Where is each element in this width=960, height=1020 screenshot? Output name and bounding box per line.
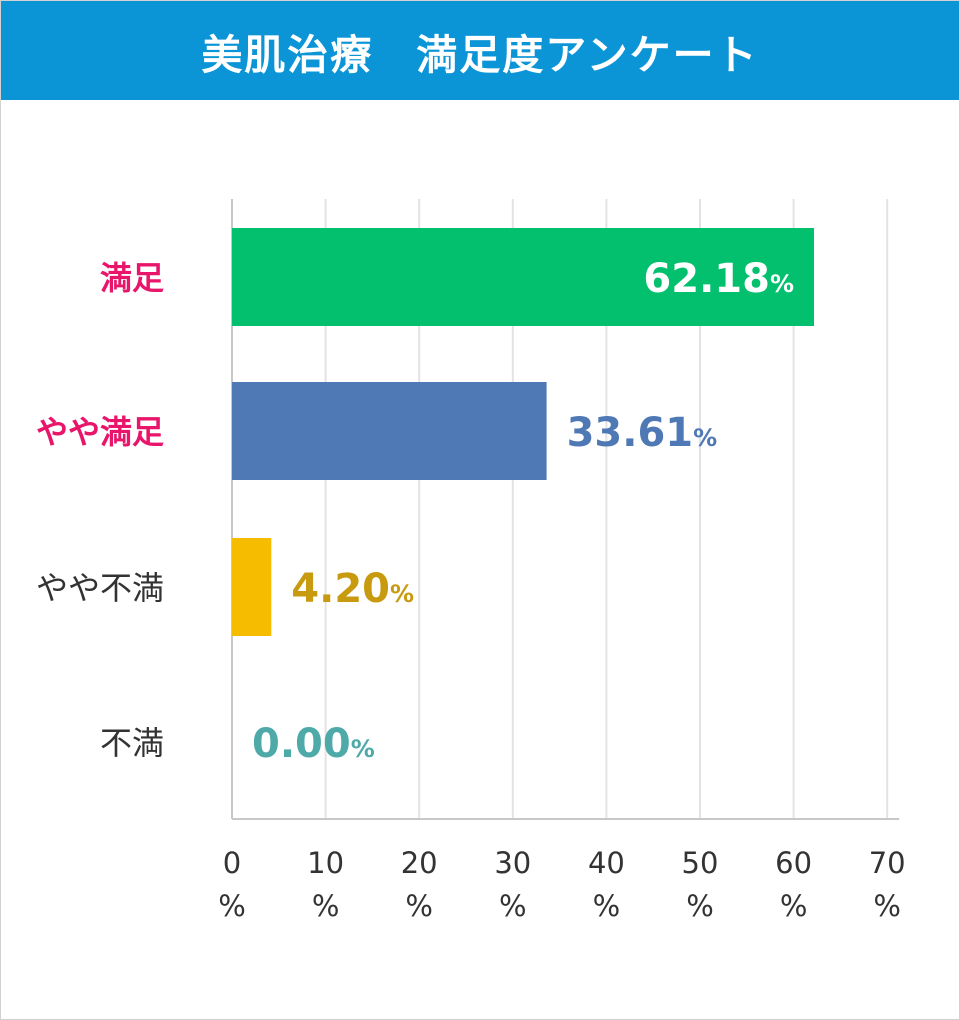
chart-title: 美肌治療 満足度アンケート bbox=[201, 30, 759, 79]
x-tick-label: 70% bbox=[869, 846, 906, 923]
x-tick-label: 20% bbox=[401, 846, 438, 923]
x-tick-unit: % bbox=[593, 889, 621, 923]
value-unit: % bbox=[351, 735, 375, 763]
value-label: 4.20% bbox=[291, 566, 414, 612]
category-label: やや不満 bbox=[36, 569, 164, 607]
x-tick-number: 50 bbox=[682, 846, 719, 880]
bar-1 bbox=[232, 382, 547, 480]
x-tick-number: 10 bbox=[307, 846, 344, 880]
value-label: 0.00% bbox=[252, 721, 375, 767]
x-tick-unit: % bbox=[780, 889, 808, 923]
x-tick-label: 60% bbox=[775, 846, 812, 923]
x-tick-unit: % bbox=[499, 889, 527, 923]
category-label: 不満 bbox=[100, 724, 164, 762]
x-tick-label: 40% bbox=[588, 846, 625, 923]
x-tick-unit: % bbox=[218, 889, 246, 923]
value-label: 33.61% bbox=[567, 410, 718, 456]
x-tick-number: 20 bbox=[401, 846, 438, 880]
x-tick-label: 0% bbox=[218, 846, 246, 923]
x-tick-number: 60 bbox=[775, 846, 812, 880]
x-tick-number: 40 bbox=[588, 846, 625, 880]
value-number: 0.00 bbox=[252, 721, 351, 767]
value-label: 62.18% bbox=[643, 256, 794, 302]
x-tick-label: 30% bbox=[494, 846, 531, 923]
value-number: 33.61 bbox=[567, 410, 694, 456]
value-unit: % bbox=[770, 270, 794, 298]
header-bar: 美肌治療 満足度アンケート bbox=[1, 1, 959, 100]
x-tick-label: 10% bbox=[307, 846, 344, 923]
x-tick-unit: % bbox=[312, 889, 340, 923]
bar-0 bbox=[232, 228, 815, 326]
x-tick-label: 50% bbox=[682, 846, 719, 923]
value-unit: % bbox=[390, 580, 414, 608]
value-unit: % bbox=[693, 424, 717, 452]
category-label: やや満足 bbox=[36, 413, 164, 451]
x-tick-unit: % bbox=[686, 889, 714, 923]
bar-2 bbox=[232, 538, 272, 636]
x-tick-unit: % bbox=[405, 889, 433, 923]
x-tick-unit: % bbox=[873, 889, 901, 923]
x-tick-number: 70 bbox=[869, 846, 906, 880]
x-tick-number: 0 bbox=[223, 846, 241, 880]
value-number: 4.20 bbox=[291, 566, 390, 612]
value-number: 62.18 bbox=[643, 256, 770, 302]
x-tick-number: 30 bbox=[494, 846, 531, 880]
category-label: 満足 bbox=[100, 259, 164, 297]
